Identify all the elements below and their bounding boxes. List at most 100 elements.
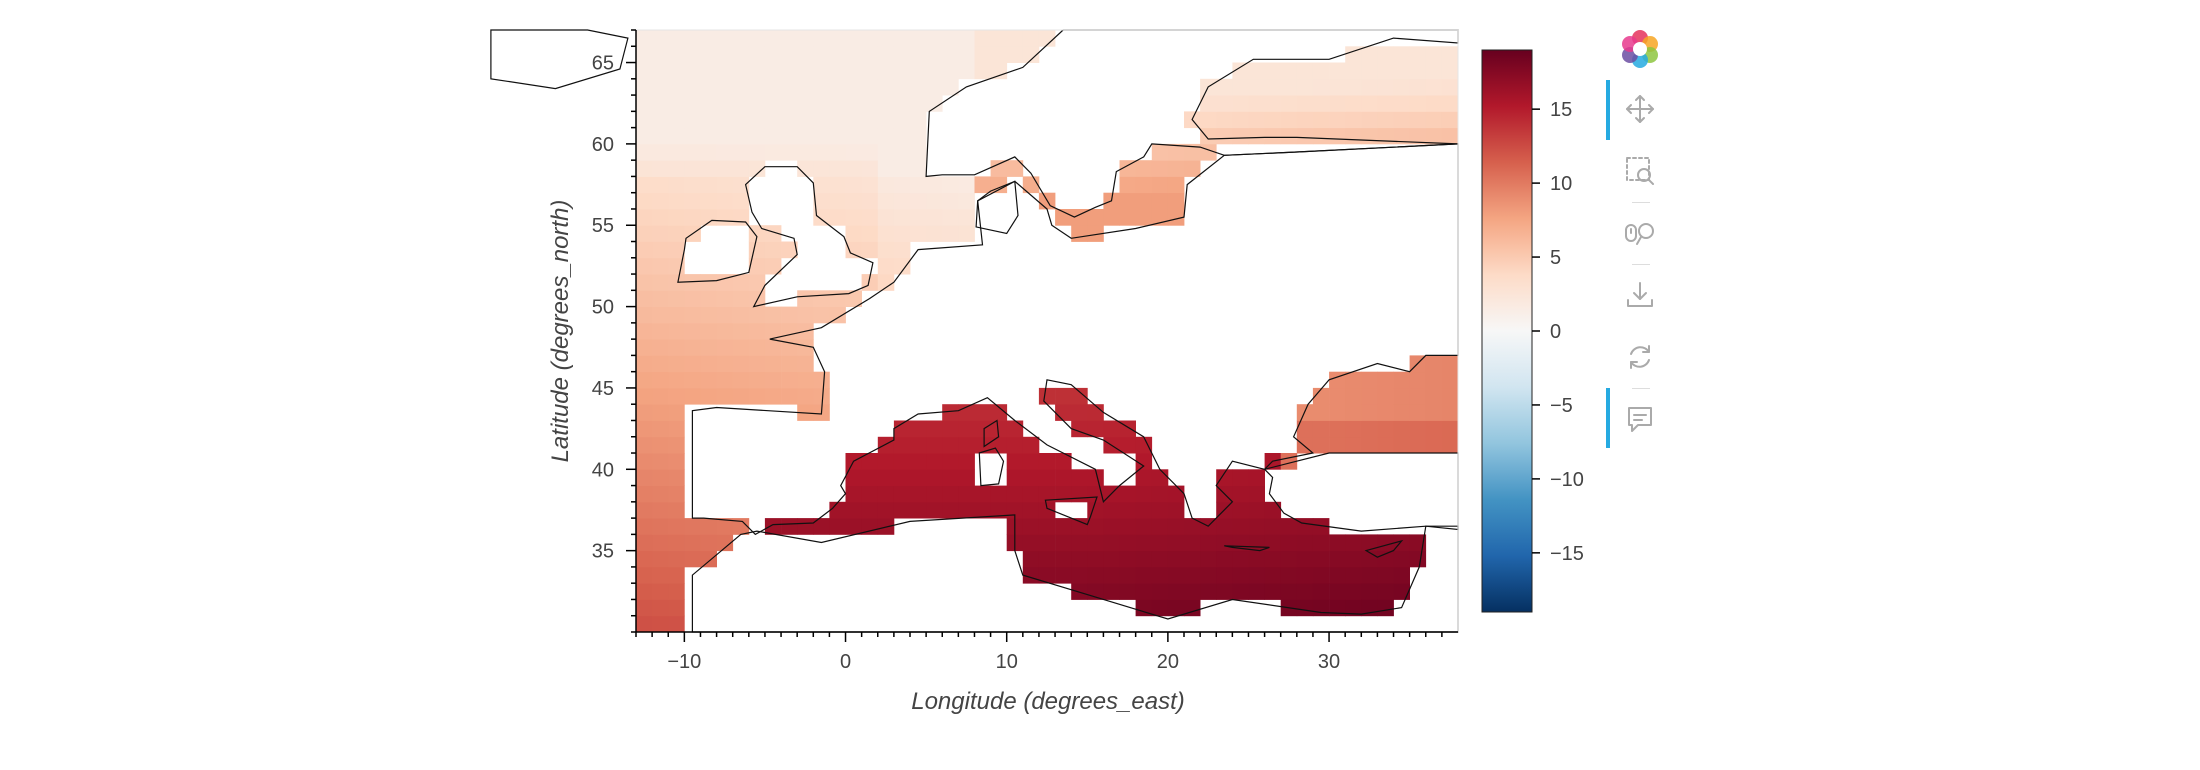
coastline [983, 419, 1000, 448]
grid-cell [1167, 599, 1185, 617]
grid-cell [652, 485, 669, 503]
grid-cell [813, 95, 830, 112]
grid-cell [716, 534, 734, 552]
grid-cell [1216, 127, 1233, 145]
grid-cell [1280, 534, 1298, 552]
grid-cell [861, 62, 879, 80]
grid-cell [1055, 404, 1072, 421]
grid-cell [797, 95, 814, 112]
grid-cell [1087, 225, 1104, 242]
grid-cell [748, 95, 766, 112]
grid-cell [1393, 566, 1410, 584]
coastline [691, 143, 1459, 536]
grid-cell [1329, 127, 1346, 145]
grid-cell [1329, 404, 1346, 421]
grid-cell [1280, 95, 1298, 112]
grid-cell [893, 420, 911, 438]
grid-cell [636, 501, 653, 519]
grid-cell [1425, 111, 1443, 129]
grid-cell [1151, 599, 1169, 617]
save-tool-button[interactable] [1610, 272, 1670, 318]
reset-tool-button[interactable] [1610, 334, 1670, 380]
grid-cell [652, 436, 669, 454]
grid-cell [797, 290, 814, 307]
grid-cell [893, 453, 911, 470]
grid-cell [1055, 469, 1072, 486]
grid-cell [781, 355, 798, 373]
grid-cell [1200, 534, 1217, 552]
grid-cell [829, 30, 846, 47]
grid-cell [861, 485, 879, 503]
toolbar-separator [1632, 264, 1650, 265]
grid-cell [1377, 420, 1394, 438]
grid-cell [684, 62, 701, 80]
grid-cell [1296, 566, 1314, 584]
grid-cell [797, 78, 814, 96]
grid-cell [764, 62, 782, 80]
grid-cell [974, 501, 991, 519]
grid-cell [877, 30, 895, 47]
grid-cell [1425, 127, 1443, 145]
grid-cell [1071, 387, 1088, 405]
grid-cell [893, 111, 911, 129]
grid-cell [877, 78, 895, 96]
grid-cell [1393, 583, 1410, 600]
grid-cell [1248, 534, 1265, 552]
grid-cell [958, 209, 975, 226]
grid-cell [781, 111, 798, 129]
grid-cell [668, 306, 685, 324]
pan-tool-button[interactable] [1610, 86, 1670, 132]
grid-cell [877, 518, 895, 535]
grid-cell [732, 78, 750, 96]
grid-cell [861, 241, 879, 259]
wheel-zoom-tool-button[interactable] [1610, 210, 1670, 256]
grid-cell [1216, 469, 1233, 486]
grid-cell [797, 339, 814, 356]
grid-cell [1361, 583, 1378, 600]
grid-cell [668, 501, 685, 519]
grid-cell [732, 274, 750, 291]
grid-cell [942, 501, 959, 519]
grid-cell [1167, 518, 1185, 535]
grid-cell [684, 95, 701, 112]
grid-cell [845, 78, 862, 96]
grid-cell [1345, 534, 1362, 552]
grid-cell [1425, 78, 1443, 96]
grid-cell [668, 209, 685, 226]
grid-cell [1264, 78, 1282, 96]
bokeh-logo-icon[interactable] [1610, 26, 1670, 72]
grid-cell [1087, 501, 1104, 519]
grid-cell [1232, 583, 1249, 600]
grid-cell [1135, 518, 1153, 535]
map-plot-area[interactable] [490, 29, 1459, 633]
grid-cell [1167, 209, 1185, 226]
grid-cell [829, 62, 846, 80]
toolbar [1606, 22, 1670, 462]
grid-cell [652, 62, 669, 80]
grid-cell [1425, 62, 1443, 80]
grid-cell [716, 339, 734, 356]
grid-cell [668, 599, 685, 617]
grid-cell [684, 143, 701, 161]
grid-cell [845, 176, 862, 194]
grid-cell [1232, 550, 1249, 568]
grid-cell [942, 225, 959, 242]
coastline [691, 514, 1459, 633]
box-zoom-tool-button[interactable] [1610, 148, 1670, 194]
hover-tool-button[interactable] [1610, 396, 1670, 442]
grid-cell [652, 566, 669, 584]
grid-cell [1409, 46, 1427, 63]
grid-cell [877, 257, 895, 275]
coastline [490, 29, 629, 90]
grid-cell [942, 453, 959, 470]
grid-cell [1119, 518, 1136, 535]
grid-cell [1055, 534, 1072, 552]
grid-cell [893, 176, 911, 194]
grid-cell [861, 127, 879, 145]
grid-cell [748, 225, 766, 242]
grid-cell [668, 534, 685, 552]
grid-cell [1119, 566, 1136, 584]
colorbar-tick-label: 10 [1550, 173, 1572, 195]
grid-cell [716, 322, 734, 340]
grid-cell [636, 404, 653, 421]
